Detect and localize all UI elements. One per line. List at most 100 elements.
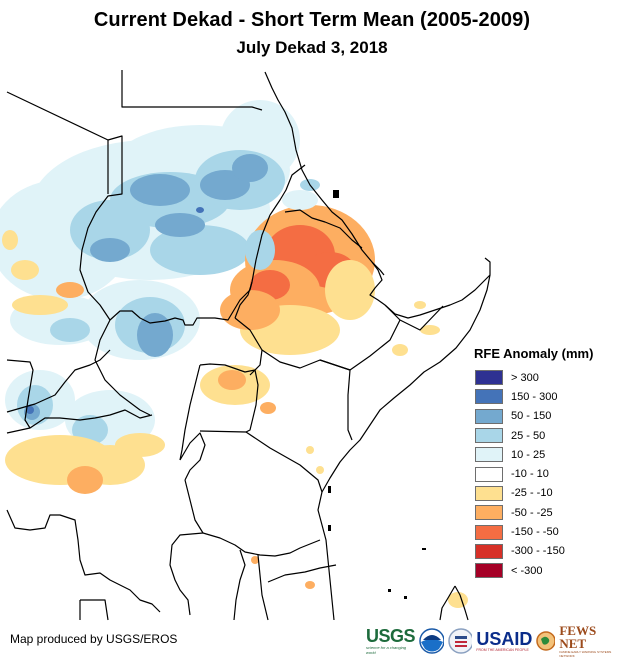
island-seychelles xyxy=(422,548,426,550)
legend-label: 150 - 300 xyxy=(511,390,558,403)
anomaly-patch xyxy=(305,581,315,589)
partner-logos: USGS science for a changing world USAID … xyxy=(366,624,624,658)
coastline-red-sea xyxy=(264,71,385,276)
border-tanzania-zambia xyxy=(202,532,321,557)
legend-swatch xyxy=(475,466,503,482)
legend-label: > 300 xyxy=(511,371,539,384)
country-borders xyxy=(6,70,491,621)
legend-item: < -300 xyxy=(472,561,593,580)
legend-title: RFE Anomaly (mm) xyxy=(474,346,594,361)
island-markers xyxy=(328,190,426,599)
anomaly-map xyxy=(0,70,491,621)
fews-net-globe-icon xyxy=(536,631,556,651)
usaid-logo-text: USAID xyxy=(476,629,533,649)
border-drc-tanzania-lake xyxy=(184,479,204,534)
border-sudan-chad xyxy=(79,135,123,321)
legend-swatch xyxy=(475,370,503,386)
legend-item: 25 - 50 xyxy=(472,426,593,445)
anomaly-patch xyxy=(448,592,468,608)
map-credit: Map produced by USGS/EROS xyxy=(10,632,178,646)
anomaly-patch xyxy=(420,325,440,335)
anomaly-patch xyxy=(196,207,204,213)
border-drc-zambia xyxy=(169,532,204,616)
anomaly-patch xyxy=(325,260,375,320)
border-malawi-mozambique xyxy=(257,554,269,621)
anomaly-patch xyxy=(67,466,103,494)
border-uganda-kenya xyxy=(245,369,259,433)
legend-label: 10 - 25 xyxy=(511,448,546,461)
legend-swatch xyxy=(475,485,503,501)
map-title: Current Dekad - Short Term Mean (2005-20… xyxy=(93,9,531,31)
usaid-tagline: FROM THE AMERICAN PEOPLE xyxy=(476,648,529,652)
border-uganda-tanzania xyxy=(199,430,247,433)
island-zanzibar xyxy=(328,525,331,531)
legend-swatch xyxy=(475,447,503,463)
legend-label: -25 - -10 xyxy=(511,487,553,500)
anomaly-patch xyxy=(392,344,408,356)
legend-swatch xyxy=(475,543,503,559)
usaid-logo: USAID FROM THE AMERICAN PEOPLE xyxy=(476,630,532,652)
legend-label: 50 - 150 xyxy=(511,410,552,423)
legend: RFE Anomaly (mm) > 300 150 - 300 50 - 150 2… xyxy=(472,346,593,580)
anomaly-patch xyxy=(260,402,276,414)
coastline-gulf-of-aden xyxy=(384,257,491,319)
fews-net-logo: FEWS NET FAMINE EARLY WARNING SYSTEMS NE… xyxy=(559,624,624,658)
legend-swatch xyxy=(475,428,503,444)
legend-label: 25 - 50 xyxy=(511,429,546,442)
anomaly-patch xyxy=(306,446,314,454)
legend-swatch xyxy=(475,408,503,424)
anomaly-patch xyxy=(115,433,165,457)
border-sudan-eritrea xyxy=(269,164,306,216)
border-angola-zambia xyxy=(80,599,109,621)
legend-item: 150 - 300 xyxy=(472,387,593,406)
anomaly-patch xyxy=(70,200,150,260)
anomaly-patch xyxy=(137,313,173,357)
island-comoros-2 xyxy=(404,596,407,599)
border-car-drc xyxy=(6,409,153,434)
anomaly-patch xyxy=(150,225,250,275)
anomaly-patch xyxy=(232,154,268,182)
legend-item: -150 - -50 xyxy=(472,522,593,541)
anomaly-patch xyxy=(56,282,84,298)
anomaly-patch xyxy=(245,230,275,270)
anomaly-patch xyxy=(220,290,280,330)
border-cameroon-car xyxy=(6,359,34,429)
border-south-sudan-uganda xyxy=(199,363,256,373)
legend-item: -25 - -10 xyxy=(472,484,593,503)
anomaly-raster-layer xyxy=(0,100,468,608)
border-djibouti xyxy=(369,261,386,306)
border-sudan-south-sudan xyxy=(109,281,253,326)
legend-label: -10 - 10 xyxy=(511,468,549,481)
legend-label: -50 - -25 xyxy=(511,506,553,519)
legend-swatch xyxy=(475,389,503,405)
legend-item: -10 - 10 xyxy=(472,464,593,483)
border-chad-car xyxy=(6,349,111,413)
anomaly-patch xyxy=(50,318,90,342)
map-subtitle: July Dekad 3, 2018 xyxy=(236,38,388,57)
anomaly-patch xyxy=(414,301,426,309)
legend-item: 50 - 150 xyxy=(472,407,593,426)
coastline-somalia-east xyxy=(317,274,491,621)
legend-item: -300 - -150 xyxy=(472,542,593,561)
island-comoros xyxy=(388,589,391,592)
anomaly-patch xyxy=(218,370,246,390)
border-rwanda-burundi xyxy=(179,432,206,481)
coastline-madagascar xyxy=(454,585,469,621)
border-sudan-ethiopia xyxy=(234,214,271,319)
legend-items: > 300 150 - 300 50 - 150 25 - 50 10 - 25 -10 … xyxy=(472,368,593,580)
fews-net-logo-text: FEWS NET xyxy=(559,623,597,651)
border-car-south-sudan xyxy=(94,319,151,416)
anomaly-patch xyxy=(251,556,259,564)
fews-net-tagline: FAMINE EARLY WARNING SYSTEMS NETWORK xyxy=(559,650,612,658)
anomaly-patch xyxy=(130,174,190,206)
island-pemba xyxy=(328,486,331,493)
legend-item: 10 - 25 xyxy=(472,445,593,464)
anomaly-patch xyxy=(316,466,324,474)
anomaly-patch xyxy=(26,406,34,414)
legend-swatch xyxy=(475,524,503,540)
legend-swatch xyxy=(475,505,503,521)
anomaly-patch xyxy=(12,295,68,315)
anomaly-patch xyxy=(282,190,318,210)
usaid-seal-icon xyxy=(447,628,473,654)
island-dahlak xyxy=(333,190,339,198)
